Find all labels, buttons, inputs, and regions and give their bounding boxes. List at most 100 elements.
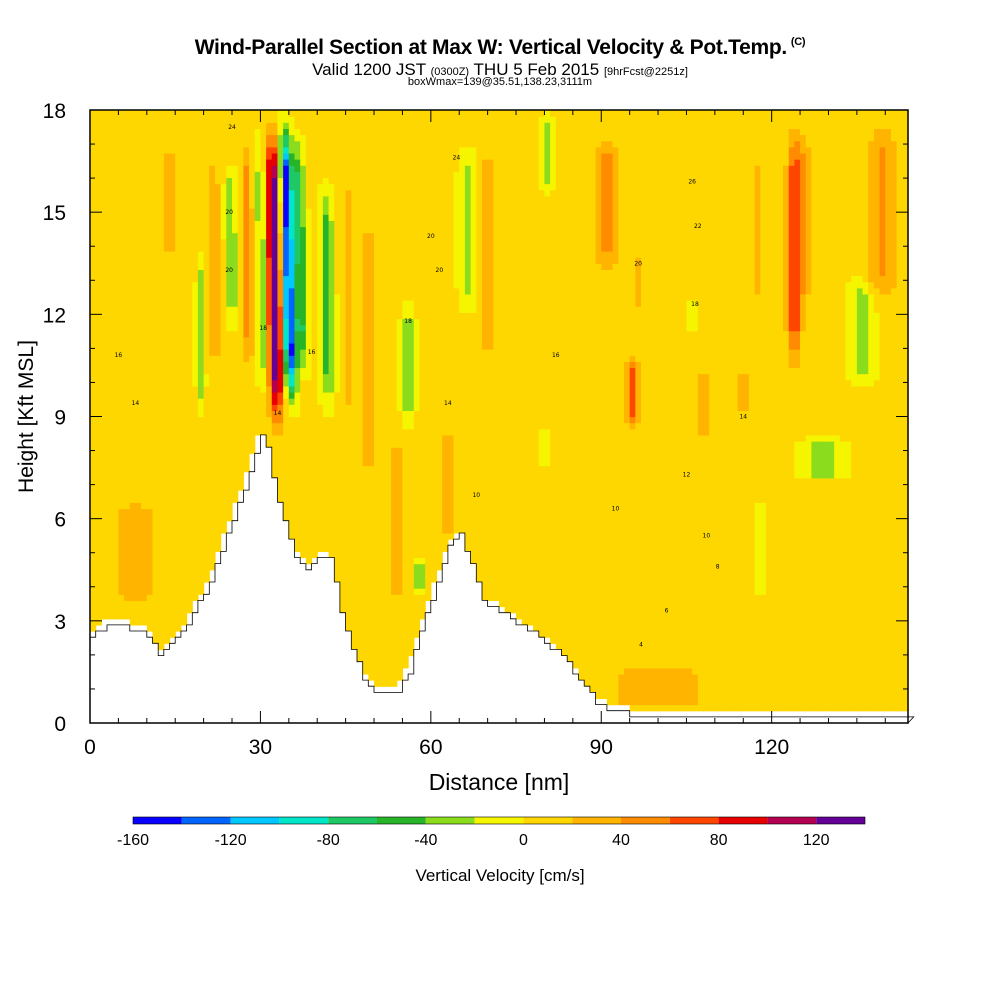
w-cell (754, 110, 761, 166)
w-cell (436, 110, 443, 571)
w-cell (317, 110, 324, 185)
w-cell (214, 355, 222, 552)
w-cell (811, 434, 818, 442)
w-cell (266, 122, 273, 136)
w-cell (822, 434, 830, 442)
isentrope-label: 20 (225, 209, 233, 216)
w-cell (788, 128, 795, 148)
w-cell (288, 342, 296, 356)
w-cell (288, 238, 296, 289)
isentrope-label: 20 (436, 267, 444, 274)
w-cell (425, 110, 432, 601)
w-cell (271, 165, 279, 179)
w-cell (249, 208, 256, 356)
w-cell (288, 287, 296, 344)
w-cell (567, 110, 574, 663)
w-cell (288, 373, 296, 387)
w-cell (879, 110, 886, 129)
w-cell (192, 110, 199, 283)
w-cell (294, 367, 301, 393)
w-cell (442, 532, 449, 552)
w-cell (675, 110, 682, 669)
w-cell (510, 110, 517, 614)
w-cell (760, 502, 767, 595)
w-cell (402, 410, 409, 430)
colorbar-tick-label: 120 (803, 832, 830, 849)
w-cell (271, 177, 279, 381)
w-cell (822, 441, 830, 479)
w-cell (226, 306, 233, 332)
w-cell (817, 477, 824, 712)
w-cell (868, 385, 875, 712)
boxwmax-label: boxWmax=139@35.51,138.23,3111m (407, 76, 593, 88)
w-cell (419, 110, 426, 559)
w-cell (328, 110, 335, 185)
w-cell (283, 398, 290, 528)
w-cell (623, 361, 631, 424)
w-cell (601, 140, 608, 154)
w-cell (612, 146, 619, 264)
w-cell (788, 110, 795, 129)
y-axis-label: Height [Kft MSL] (15, 340, 38, 493)
w-cell (868, 293, 875, 387)
w-cell (419, 588, 426, 595)
w-cell (703, 434, 710, 712)
w-cell (606, 110, 614, 142)
w-cell (408, 110, 415, 301)
w-cell (328, 416, 335, 565)
w-cell (805, 434, 813, 479)
w-cell (675, 667, 682, 706)
w-cell (334, 110, 341, 295)
w-cell (504, 110, 511, 614)
w-cell (226, 165, 233, 179)
w-cell (873, 128, 881, 289)
w-cell (260, 391, 267, 436)
w-cell (322, 214, 330, 375)
w-cell (249, 110, 256, 209)
w-cell (322, 416, 330, 552)
w-cell (334, 293, 341, 393)
w-cell (277, 177, 284, 203)
w-cell (635, 257, 642, 307)
w-cell (288, 398, 296, 405)
w-cell (800, 110, 807, 136)
w-cell (339, 110, 347, 614)
isentrope-label: 14 (444, 400, 452, 407)
w-cell (811, 477, 818, 712)
w-cell (453, 110, 460, 172)
w-cell (686, 330, 693, 669)
w-cell (879, 275, 886, 295)
w-cell (641, 110, 648, 669)
isentrope-label: 24 (453, 155, 461, 162)
w-cell (95, 110, 102, 626)
w-cell (680, 667, 688, 706)
w-cell (288, 404, 296, 418)
w-cell (862, 110, 869, 283)
w-cell (322, 373, 330, 393)
w-cell (402, 300, 409, 320)
w-cell (686, 704, 693, 712)
w-cell (192, 281, 199, 387)
w-cell (595, 110, 602, 148)
w-cell (146, 594, 154, 632)
colorbar-swatch (474, 817, 524, 824)
w-cell (197, 110, 205, 252)
w-cell (811, 441, 818, 479)
w-cell (544, 183, 551, 197)
w-cell (197, 250, 205, 270)
w-cell (794, 128, 801, 142)
x-axis-label: Distance [nm] (429, 769, 570, 795)
w-cell (652, 667, 659, 706)
w-cell (658, 667, 665, 706)
w-cell (203, 373, 210, 387)
w-cell (868, 281, 875, 295)
w-cell (271, 404, 279, 411)
w-cell (459, 146, 466, 313)
w-cell (601, 110, 608, 142)
w-cell (805, 110, 813, 148)
colorbar-swatch (669, 817, 719, 824)
w-cell (322, 110, 330, 179)
w-cell (754, 594, 761, 712)
w-cell (266, 159, 273, 258)
colorbar: -160 -120 -80 -40 0 40 80 120 Vertical Velocity … (117, 816, 866, 885)
